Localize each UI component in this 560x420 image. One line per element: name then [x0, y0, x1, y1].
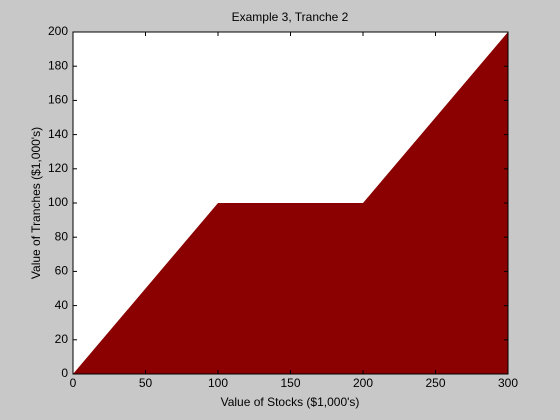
y-tick-label: 100 — [48, 195, 68, 209]
y-tick-label: 20 — [55, 332, 69, 346]
x-tick-label: 50 — [139, 376, 153, 390]
y-tick-label: 120 — [48, 161, 68, 175]
x-tick-label: 150 — [280, 376, 300, 390]
y-tick-label: 180 — [48, 58, 68, 72]
area — [73, 32, 508, 374]
x-tick-label: 0 — [70, 376, 77, 390]
chart-title: Example 3, Tranche 2 — [232, 10, 349, 24]
y-tick-label: 0 — [61, 366, 68, 380]
y-tick-label: 140 — [48, 127, 68, 141]
y-tick-label: 160 — [48, 93, 68, 107]
marks — [73, 32, 508, 374]
y-tick-label: 60 — [55, 264, 69, 278]
x-tick-label: 250 — [425, 376, 445, 390]
y-tick-label: 40 — [55, 298, 69, 312]
y-axis-label: Value of Tranches ($1,000's) — [29, 127, 43, 279]
y-tick-label: 80 — [55, 229, 69, 243]
x-axis-label: Value of Stocks ($1,000's) — [221, 395, 360, 409]
x-tick-label: 200 — [353, 376, 373, 390]
x-tick-label: 100 — [208, 376, 228, 390]
y-tick-label: 200 — [48, 24, 68, 38]
x-tick-label: 300 — [498, 376, 518, 390]
